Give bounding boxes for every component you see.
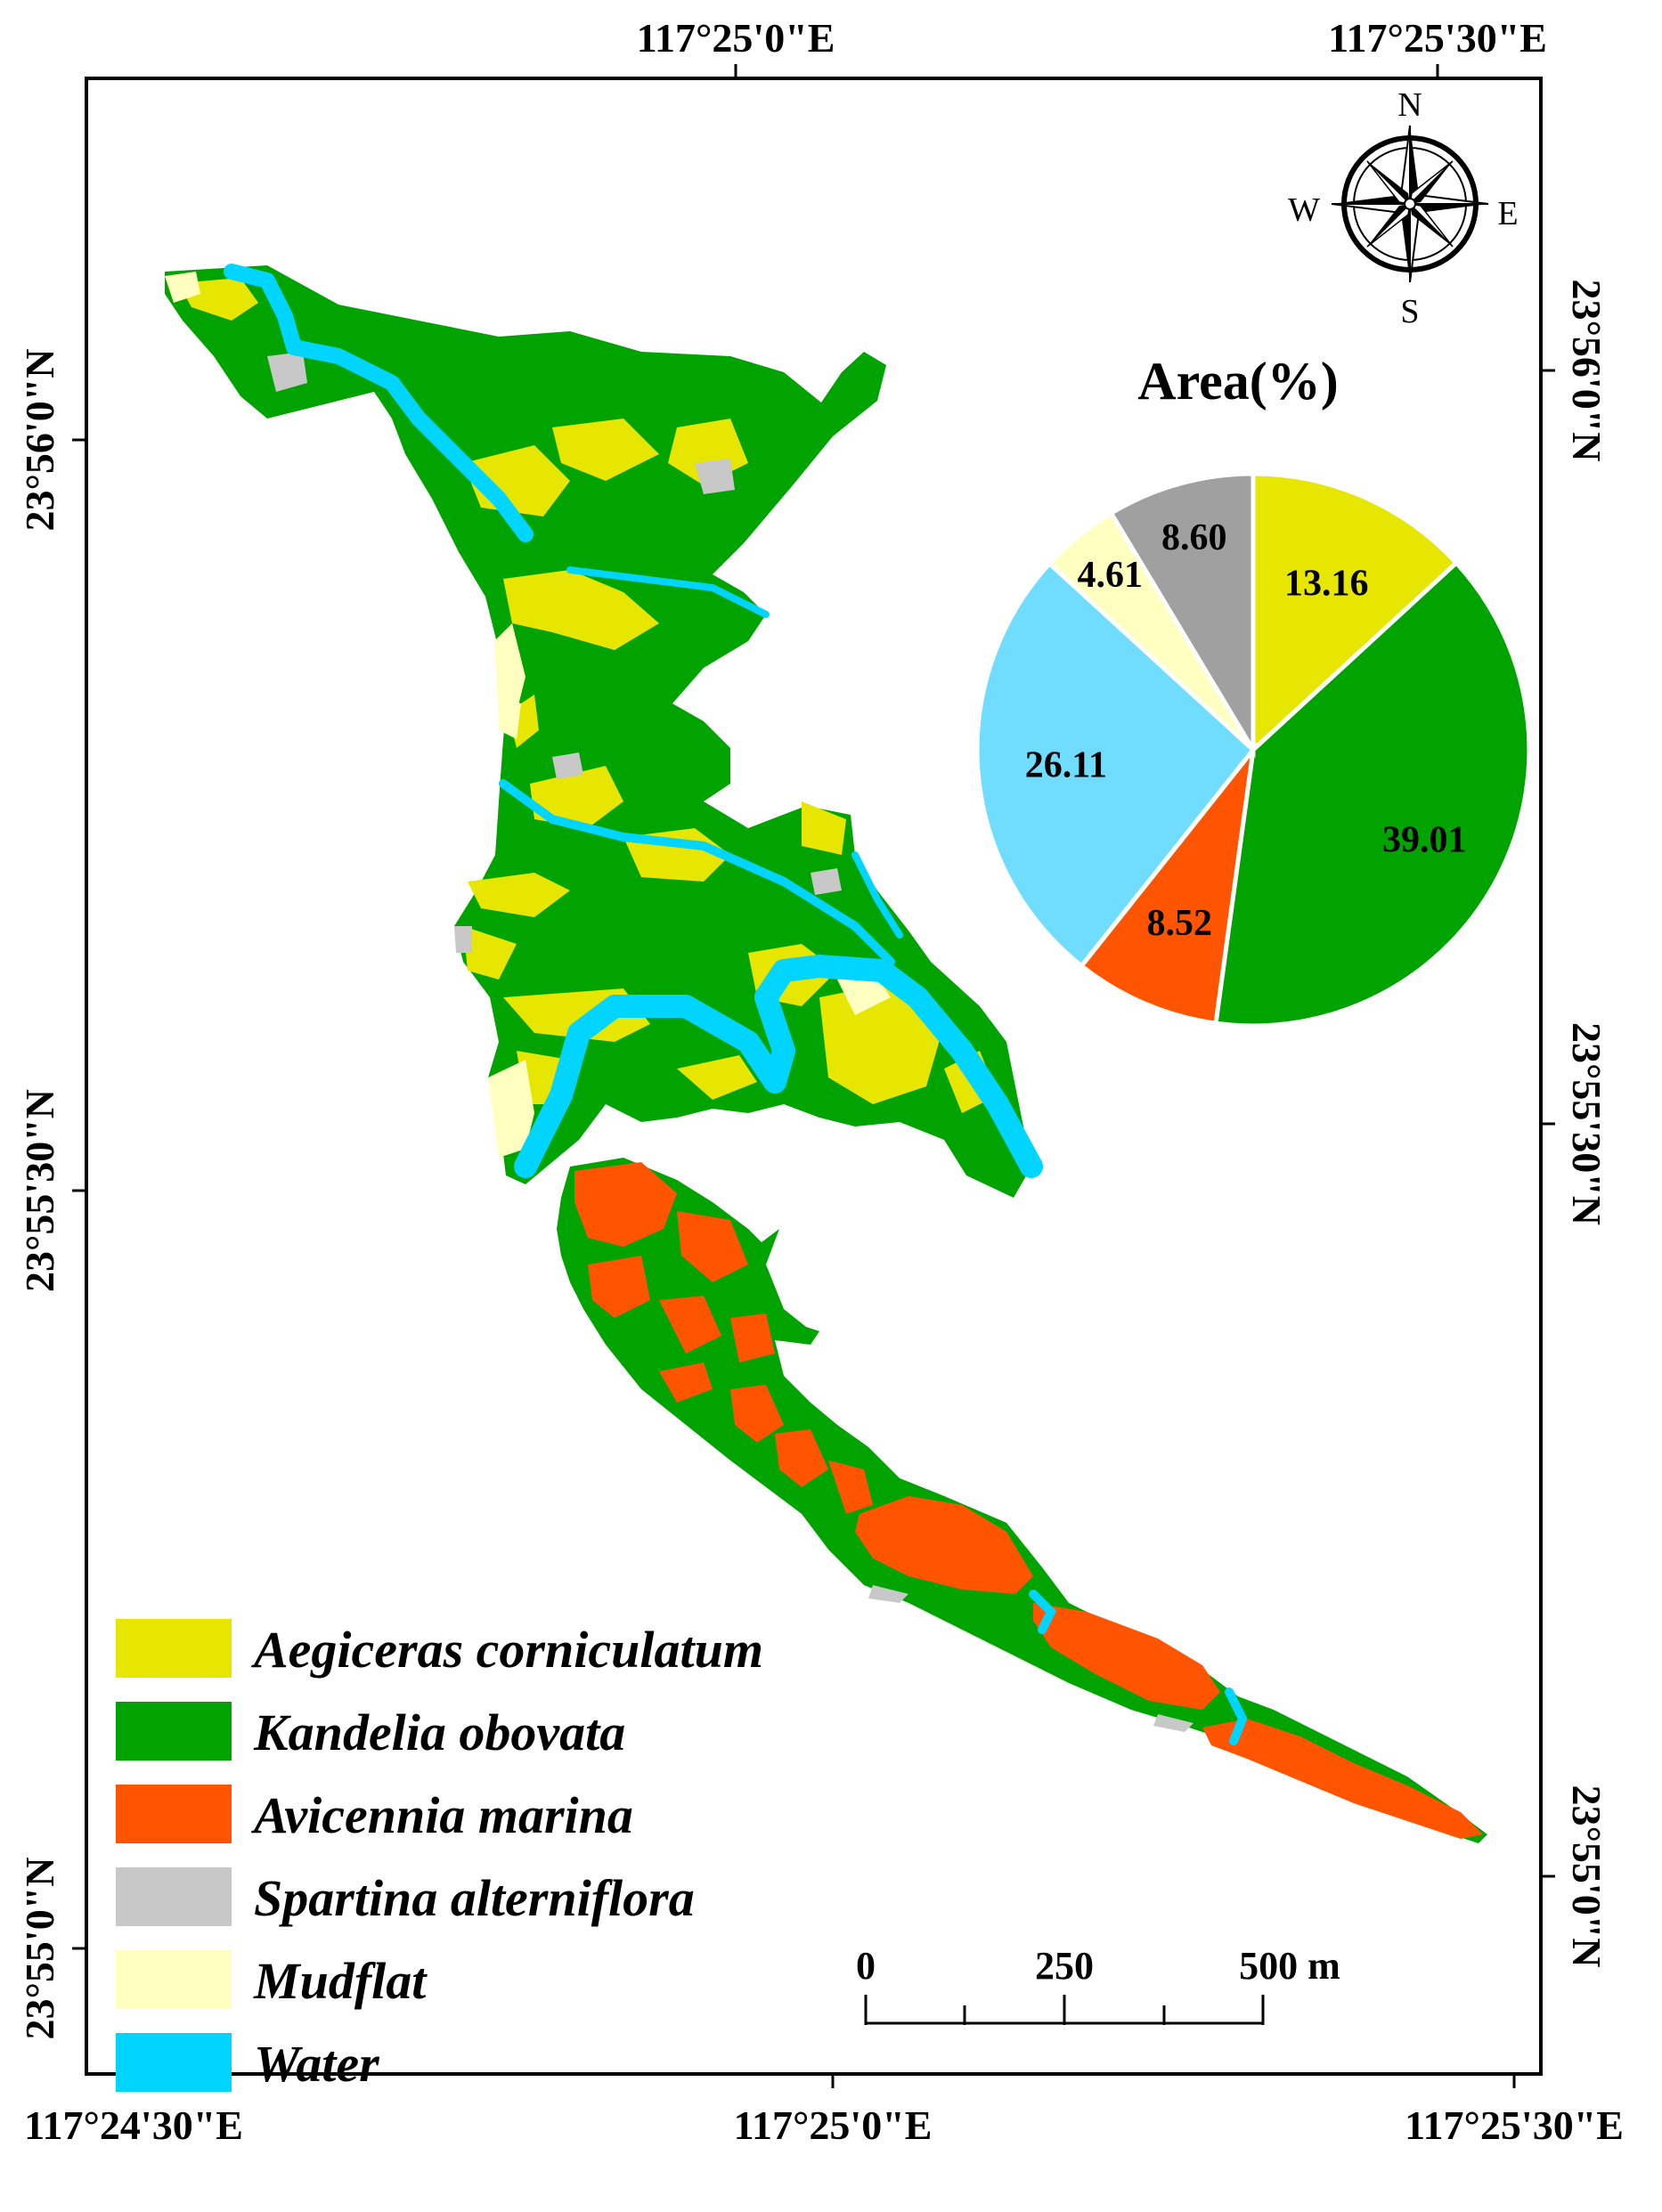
compass-south-label: S	[1400, 293, 1419, 330]
pie-slice-value-label: 8.52	[1146, 903, 1212, 944]
pie-chart-title: Area(%)	[1137, 352, 1338, 411]
graticule-ticks	[72, 64, 1555, 2088]
bottom-lon-label-1: 117°24'30"E	[24, 2102, 243, 2148]
mudflat-northern-patches	[165, 272, 891, 1158]
legend-label-water: Water	[254, 2035, 379, 2093]
legend-label-aegiceras: Aegiceras corniculatum	[251, 1621, 763, 1679]
water-southern-channels	[1029, 1590, 1248, 1745]
map-frame	[85, 77, 1543, 2076]
water-channels	[224, 264, 1043, 1178]
pie-slice-value-label: 13.16	[1284, 564, 1369, 605]
pie-slice-value-label: 8.60	[1161, 517, 1227, 558]
left-lat-label-2: 23°55'30"N	[17, 1089, 62, 1292]
avicennia-patches	[574, 1162, 1483, 1839]
spartina-southern-patches	[868, 1585, 1194, 1732]
top-lon-label-1: 117°25'0"E	[637, 15, 835, 61]
spartina-northern-patches	[267, 352, 842, 953]
right-lat-label-2: 23°55'30"N	[1564, 1022, 1609, 1225]
legend-label-kandelia: Kandelia obovata	[253, 1704, 625, 1761]
scale-bar: 0 250 500 m	[856, 1944, 1340, 2025]
pie-slice	[1078, 742, 1257, 1026]
legend-swatch-avicennia	[116, 1785, 232, 1843]
legend-label-avicennia: Avicennia marina	[251, 1786, 633, 1844]
pie-slice-value-label: 26.11	[1025, 745, 1107, 786]
pie-slice-value-label: 4.61	[1077, 555, 1143, 596]
bottom-lon-label-2: 117°25'0"E	[734, 2102, 933, 2148]
left-lat-label-3: 23°55'0"N	[17, 1858, 62, 2040]
right-lat-label-3: 23°55'0"N	[1564, 1785, 1609, 1968]
pie-slice	[1108, 471, 1256, 759]
legend-label-spartina: Spartina alterniflora	[254, 1869, 695, 1927]
compass-north-label: N	[1397, 86, 1422, 124]
area-pie-chart: 13.16 39.01 8.52 26.11 4.61 8.60	[974, 471, 1532, 1029]
left-lat-label-1: 23°56'0"N	[17, 349, 62, 532]
legend-swatch-spartina	[116, 1867, 232, 1926]
legend-swatch-mudflat	[116, 1950, 232, 2009]
legend-swatch-kandelia	[116, 1702, 232, 1761]
bottom-lon-label-3: 117°25'30"E	[1405, 2102, 1624, 2148]
legend-swatch-water	[116, 2033, 232, 2092]
scale-label-250: 250	[1035, 1944, 1094, 1988]
compass-east-label: E	[1497, 195, 1518, 232]
compass-west-label: W	[1288, 191, 1320, 229]
aegiceras-northern-patches	[178, 278, 998, 1113]
right-lat-label-1: 23°56'0"N	[1564, 280, 1609, 462]
top-lon-label-2: 117°25'30"E	[1328, 15, 1547, 61]
pie-slice	[974, 560, 1257, 970]
legend: Aegiceras corniculatum Kandelia obovata …	[116, 1619, 763, 2093]
legend-label-mudflat: Mudflat	[253, 1952, 428, 2010]
pie-slice-value-label: 39.01	[1382, 820, 1467, 861]
pie-slice	[1251, 471, 1460, 755]
pie-slice	[1213, 559, 1532, 1029]
land-cover-map	[165, 264, 1487, 1843]
north-arrow-compass-icon	[1331, 125, 1489, 283]
kandelia-southern-area	[557, 1158, 1487, 1843]
scale-label-0: 0	[856, 1944, 876, 1988]
legend-swatch-aegiceras	[116, 1619, 232, 1678]
scale-label-500m: 500 m	[1239, 1944, 1340, 1988]
